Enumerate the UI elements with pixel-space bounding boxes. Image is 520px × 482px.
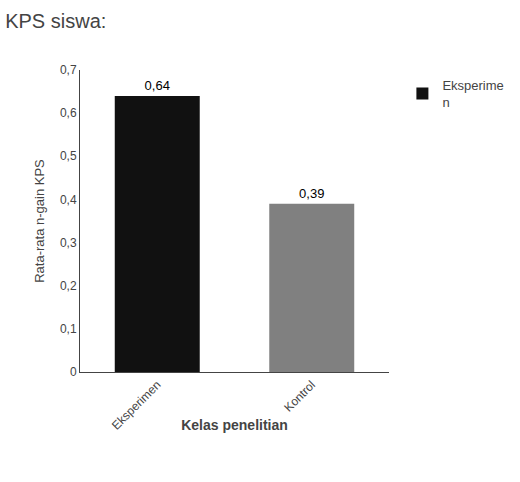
svg-text:0,1: 0,1 (60, 322, 77, 336)
svg-text:0: 0 (70, 365, 77, 379)
svg-text:0,4: 0,4 (60, 193, 77, 207)
svg-text:0,39: 0,39 (299, 186, 324, 201)
svg-text:0,5: 0,5 (60, 149, 77, 163)
svg-text:KPS siswa:: KPS siswa: (5, 10, 106, 32)
svg-text:Rata-rata n-gain KPS: Rata-rata n-gain KPS (32, 159, 47, 283)
svg-text:Eksperimen: Eksperimen (442, 78, 503, 110)
svg-text:Kontrol: Kontrol (281, 378, 318, 415)
svg-text:Kelas penelitian: Kelas penelitian (181, 417, 288, 433)
svg-text:0,2: 0,2 (60, 279, 77, 293)
svg-text:0,6: 0,6 (60, 106, 77, 120)
svg-text:0,3: 0,3 (60, 236, 77, 250)
svg-text:Eksperimen: Eksperimen (109, 378, 164, 433)
svg-text:0,7: 0,7 (60, 63, 77, 77)
svg-text:0,64: 0,64 (145, 78, 170, 93)
